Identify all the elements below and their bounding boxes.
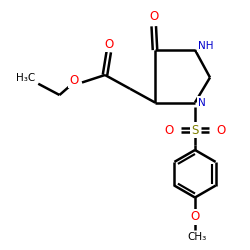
Text: O: O: [190, 210, 200, 224]
Text: N: N: [198, 98, 206, 108]
Text: O: O: [104, 38, 114, 51]
Text: O: O: [70, 74, 79, 87]
Text: S: S: [191, 124, 199, 136]
Text: O: O: [149, 10, 158, 23]
Text: CH₃: CH₃: [188, 232, 206, 242]
Text: O: O: [216, 124, 226, 136]
Text: O: O: [164, 124, 173, 136]
Text: NH: NH: [198, 41, 213, 51]
Text: H₃C: H₃C: [16, 73, 35, 83]
